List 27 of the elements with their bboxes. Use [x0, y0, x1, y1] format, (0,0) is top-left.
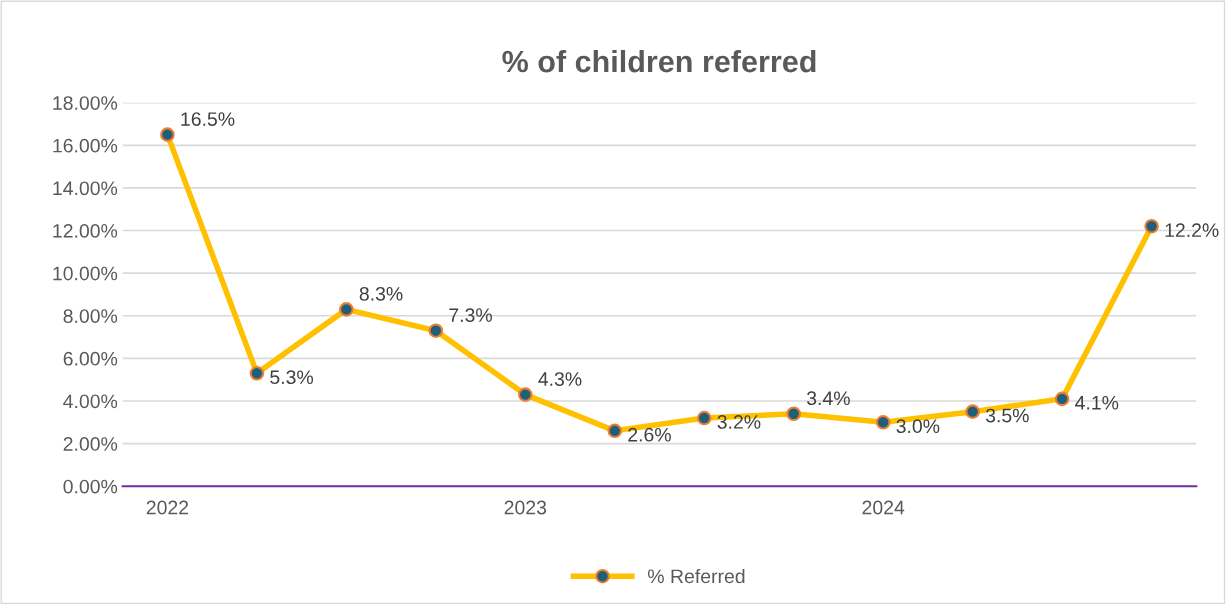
chart-title: % of children referred — [502, 49, 816, 73]
y-tick-label: 2.00% — [63, 437, 118, 451]
data-label: 3.2% — [717, 415, 761, 429]
data-label: 7.3% — [449, 308, 492, 322]
y-tick-label: 14.00% — [53, 181, 118, 196]
x-tick-label: 2024 — [862, 500, 905, 515]
y-tick-label: 0.00% — [63, 479, 118, 494]
data-label: 4.3% — [538, 372, 582, 386]
data-label: 16.5% — [181, 112, 235, 126]
data-label: 5.3% — [270, 370, 314, 385]
data-label: 3.0% — [896, 419, 940, 434]
y-tick-label: 12.00% — [53, 223, 118, 238]
data-label: 8.3% — [359, 286, 403, 301]
y-tick-label: 6.00% — [63, 351, 118, 366]
data-label: 12.2% — [1165, 223, 1219, 237]
x-tick-label: 2022 — [146, 500, 189, 515]
legend-label: % Referred — [647, 568, 745, 584]
data-label: 3.5% — [985, 408, 1029, 423]
y-tick-label: 8.00% — [63, 309, 118, 323]
data-label: 2.6% — [628, 427, 671, 442]
x-tick-label: 2023 — [504, 500, 547, 515]
data-label: 4.1% — [1075, 395, 1119, 410]
data-label: 3.4% — [806, 391, 850, 406]
y-tick-label: 18.00% — [53, 96, 118, 110]
y-tick-label: 4.00% — [63, 394, 118, 409]
y-tick-label: 16.00% — [53, 138, 118, 153]
y-tick-label: 10.00% — [53, 266, 118, 281]
